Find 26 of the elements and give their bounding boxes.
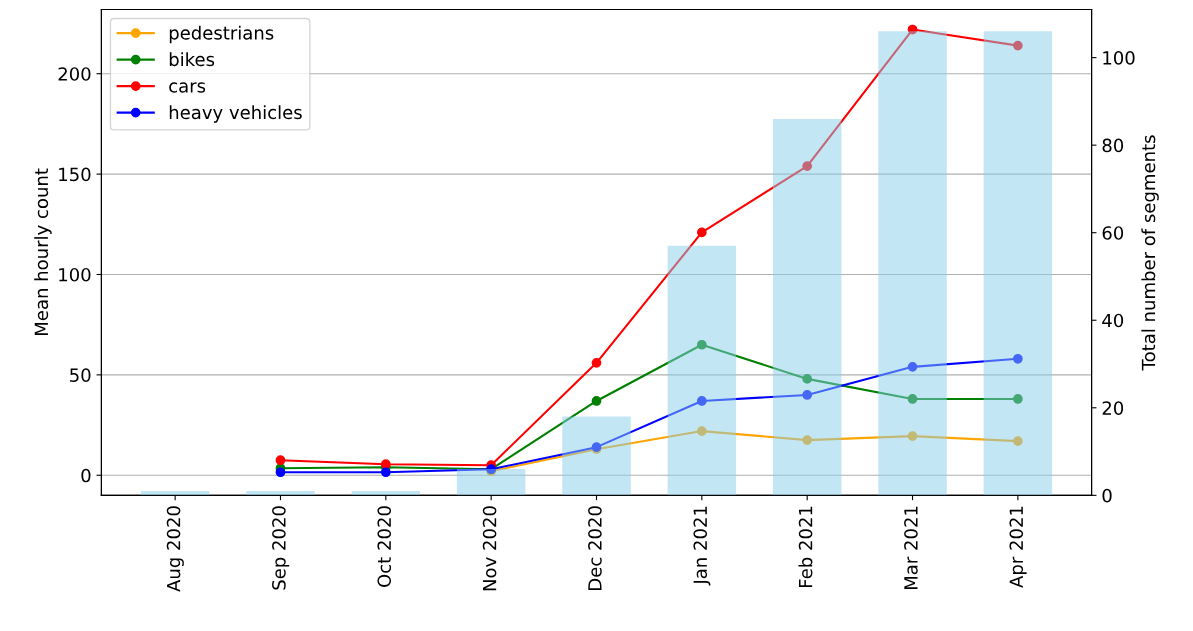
y-tick-label: 100 (59, 267, 91, 282)
y2-tick-label: 20 (1102, 401, 1124, 415)
y2-tick-label: 0 (1102, 488, 1112, 503)
y-tick-label: 200 (58, 67, 91, 81)
x-tick-label: Nov 2020 (482, 506, 497, 591)
legend-label: bikes (169, 52, 215, 67)
x-tick-label: Aug 2020 (166, 506, 184, 592)
y2-tick-label: 60 (1102, 226, 1124, 240)
legend-label: pedestrians (169, 25, 274, 44)
x-tick-label: Oct 2020 (377, 506, 392, 587)
legend-label: heavy vehicles (169, 105, 302, 123)
y2-tick-label: 40 (1102, 313, 1124, 328)
y2-axis-title: Total number of segments (1141, 135, 1159, 371)
x-tick-label: Jan 2021 (693, 506, 711, 586)
y-axis-title: Mean hourly count (34, 168, 52, 335)
x-tick-label: Mar 2021 (904, 506, 918, 590)
x-tick-label: Apr 2021 (1009, 506, 1027, 588)
y-tick-label: 0 (81, 468, 91, 483)
x-tick-label: Sep 2020 (272, 506, 290, 590)
y2-tick-label: 100 (1103, 51, 1135, 65)
x-tick-label: Feb 2021 (798, 506, 813, 587)
y-tick-label: 150 (59, 167, 91, 182)
y-tick-label: 50 (70, 368, 91, 382)
y2-tick-label: 80 (1102, 138, 1124, 153)
x-tick-label: Dec 2020 (588, 506, 602, 590)
legend-label: cars (169, 82, 206, 93)
